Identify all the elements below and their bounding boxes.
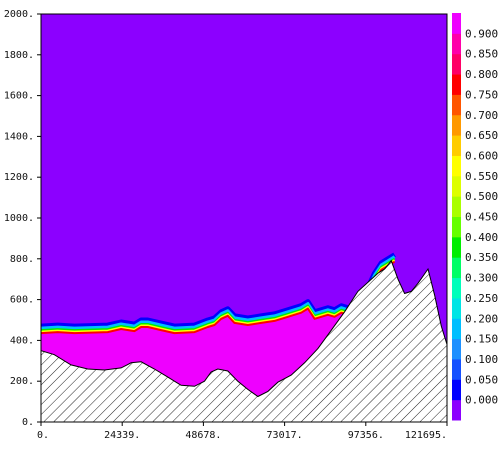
colorbar-swatch <box>452 257 461 279</box>
x-tick-label: 24339. <box>104 430 140 441</box>
colorbar-swatch <box>452 318 461 340</box>
colorbar-label: 0.300 <box>465 272 498 285</box>
colorbar: 0.000 0.050 0.100 0.150 0.200 0.250 0.300 0.350… <box>452 13 498 421</box>
x-tick-label: 73017. <box>267 430 303 441</box>
colorbar-swatch <box>452 399 461 421</box>
colorbar-swatch <box>452 94 461 116</box>
y-tick-label: 800. <box>10 254 34 265</box>
colorbar-label: 0.450 <box>465 211 498 224</box>
y-tick-label: 2000. <box>4 9 34 20</box>
y-tick-label: 1800. <box>4 50 34 61</box>
colorbar-label: 0.500 <box>465 190 498 203</box>
colorbar-label: 0.550 <box>465 170 498 183</box>
colorbar-label: 0.050 <box>465 373 498 386</box>
colorbar-label: 0.800 <box>465 68 498 81</box>
colorbar-swatch <box>452 196 461 217</box>
colorbar-swatch <box>452 135 461 156</box>
colorbar-label: 0.000 <box>465 394 498 407</box>
colorbar-swatch <box>452 53 461 75</box>
colorbar-swatch <box>452 236 461 258</box>
terrain-hatched <box>41 259 447 422</box>
colorbar-label: 0.650 <box>465 129 498 142</box>
x-tick-label: 97356. <box>348 430 384 441</box>
colorbar-label: 0.700 <box>465 109 498 122</box>
plot-area <box>41 14 447 422</box>
colorbar-swatch <box>452 358 461 380</box>
colorbar-swatch <box>452 175 461 197</box>
x-tick-label: 0. <box>37 430 49 441</box>
y-tick-label: 1000. <box>4 213 34 224</box>
colorbar-label: 0.900 <box>465 27 498 40</box>
y-tick-label: 0. <box>22 417 34 428</box>
y-tick-label: 200. <box>10 376 34 387</box>
colorbar-label: 0.150 <box>465 333 498 346</box>
colorbar-swatch <box>452 114 461 136</box>
colorbar-label: 0.350 <box>465 251 498 264</box>
colorbar-label: 0.250 <box>465 292 498 305</box>
x-axis: 0. 24339. 48678. 73017. 97356. 121695. <box>37 422 448 441</box>
y-axis: 0. 200. 400. 600. 800. 1000. 1200. 1400. 1600. 18… <box>4 9 41 428</box>
colorbar-swatch <box>452 297 461 319</box>
colorbar-swatch <box>452 216 461 238</box>
y-tick-label: 400. <box>10 335 34 346</box>
y-tick-label: 1600. <box>4 91 34 102</box>
y-tick-label: 600. <box>10 295 34 306</box>
colorbar-swatch <box>452 74 461 95</box>
x-tick-label: 48678. <box>185 430 221 441</box>
colorbar-swatch <box>452 338 461 360</box>
colorbar-swatch <box>452 33 461 55</box>
colorbar-label: 0.400 <box>465 231 498 244</box>
colorbar-swatch <box>452 277 461 299</box>
colorbar-label: 0.750 <box>465 88 498 101</box>
colorbar-label: 0.100 <box>465 353 498 366</box>
colorbar-label: 0.850 <box>465 48 498 61</box>
colorbar-label: 0.600 <box>465 149 498 162</box>
x-tick-label: 121695. <box>405 430 447 441</box>
colorbar-swatch <box>452 155 461 177</box>
y-tick-label: 1200. <box>4 172 34 183</box>
colorbar-label: 0.200 <box>465 312 498 325</box>
colorbar-swatch <box>452 379 461 401</box>
y-tick-label: 1400. <box>4 131 34 142</box>
colorbar-swatch <box>452 13 461 34</box>
